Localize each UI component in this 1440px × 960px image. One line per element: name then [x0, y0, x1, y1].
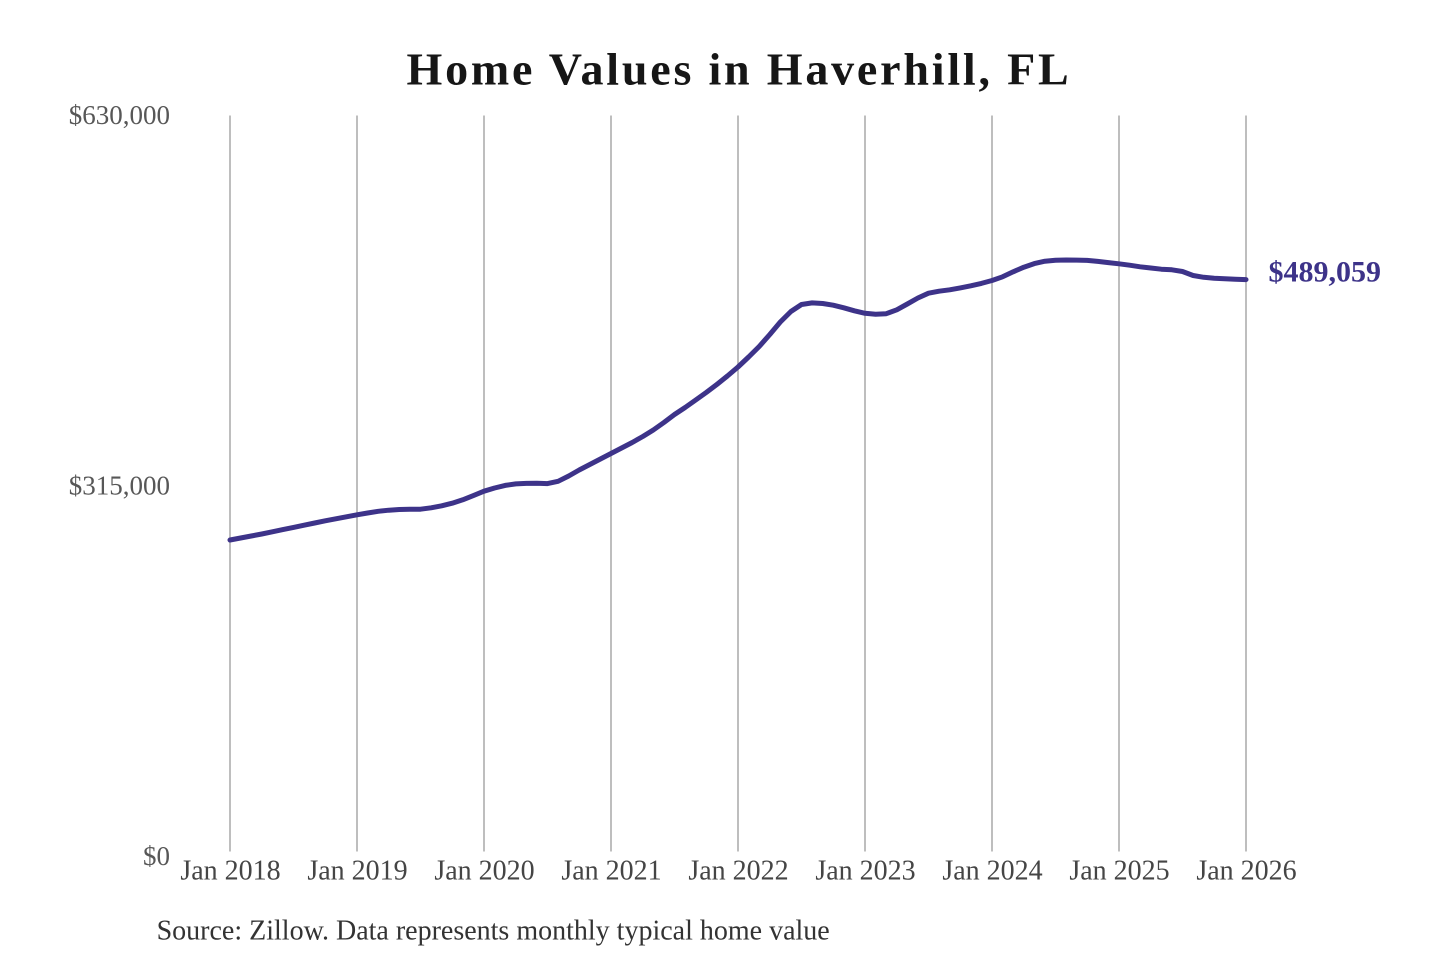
svg-text:Jan 2026: Jan 2026 [1196, 856, 1296, 887]
svg-text:$630,000: $630,000 [69, 100, 170, 130]
svg-text:$315,000: $315,000 [69, 470, 170, 500]
svg-text:Jan 2018: Jan 2018 [180, 856, 280, 887]
svg-text:Jan 2025: Jan 2025 [1069, 856, 1169, 887]
svg-text:Jan 2023: Jan 2023 [815, 856, 915, 887]
svg-text:$0: $0 [143, 841, 170, 871]
svg-text:Jan 2024: Jan 2024 [942, 856, 1042, 887]
svg-text:Jan 2019: Jan 2019 [307, 856, 407, 887]
svg-text:Home Values in Haverhill, FL: Home Values in Haverhill, FL [407, 44, 1072, 95]
svg-text:Jan 2020: Jan 2020 [434, 856, 534, 887]
svg-text:Jan 2022: Jan 2022 [688, 856, 788, 887]
svg-text:Jan 2021: Jan 2021 [561, 856, 661, 887]
svg-text:$489,059: $489,059 [1269, 255, 1382, 288]
svg-text:Source: Zillow. Data represent: Source: Zillow. Data represents monthly … [157, 916, 830, 947]
